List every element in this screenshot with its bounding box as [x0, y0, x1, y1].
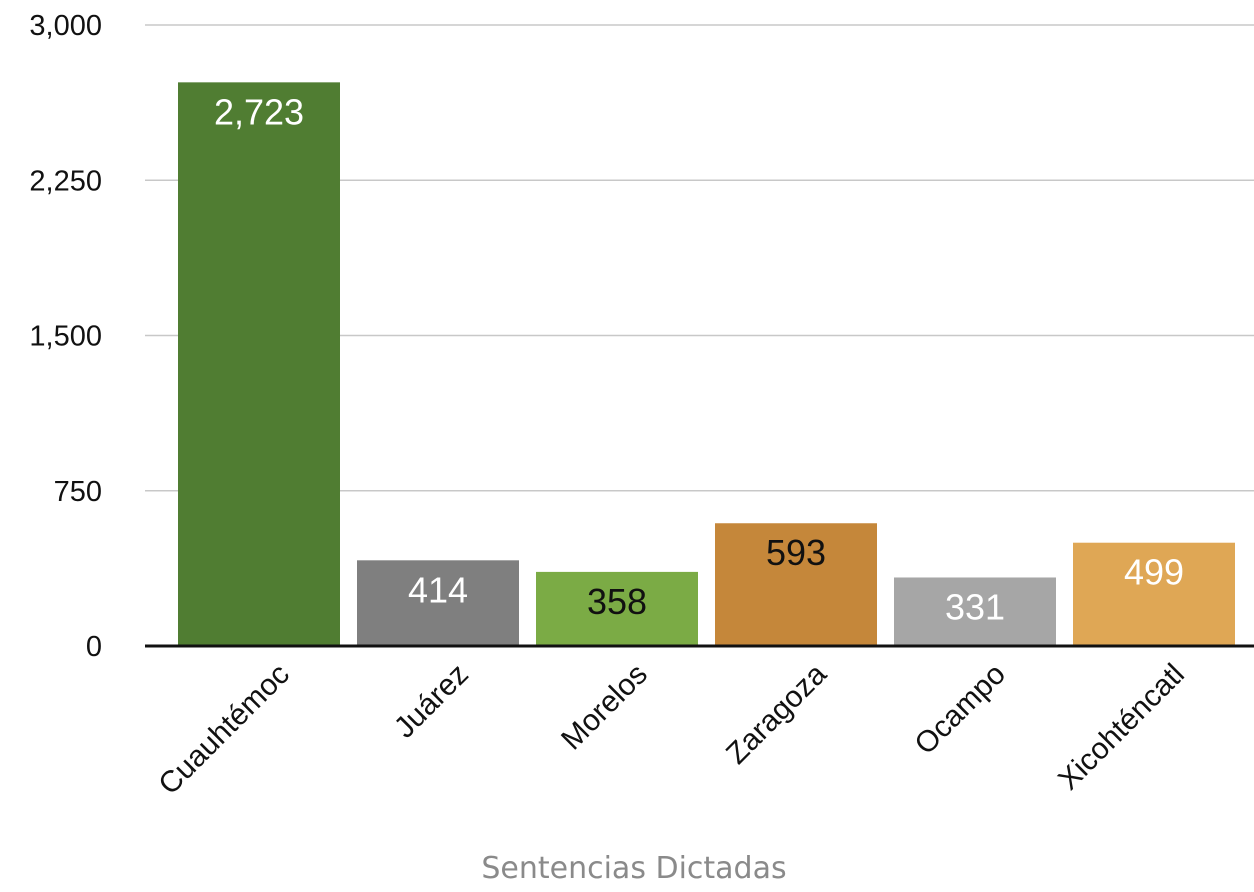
bar	[178, 82, 340, 647]
data-label: 331	[945, 586, 1005, 627]
data-label: 593	[766, 532, 826, 573]
data-label: 358	[587, 581, 647, 622]
bars	[178, 82, 1235, 647]
bar	[1073, 542, 1235, 646]
category-label: Juárez	[388, 658, 475, 745]
y-tick-label: 2,250	[29, 165, 102, 197]
y-tick-label: 0	[86, 631, 102, 663]
y-axis-tick-labels: 0 750 1,500 2,250 3,000	[29, 10, 102, 663]
y-tick-label: 3,000	[29, 10, 102, 42]
x-axis-title: Sentencias Dictadas	[481, 851, 786, 886]
data-labels: 2,723 414 358 593 331 499	[214, 91, 1184, 627]
category-label: Xicohténcatl	[1052, 658, 1191, 797]
data-label: 499	[1124, 552, 1184, 593]
data-label: 414	[408, 569, 468, 610]
bar	[894, 577, 1056, 646]
data-label: 2,723	[214, 91, 304, 132]
bar	[357, 560, 519, 646]
category-label: Cuauhtémoc	[152, 658, 296, 802]
category-label: Morelos	[555, 658, 654, 757]
category-label: Zaragoza	[720, 657, 833, 770]
x-axis-category-labels: Cuauhtémoc Juárez Morelos Zaragoza Ocampo Xic…	[152, 657, 1191, 801]
category-label: Ocampo	[908, 658, 1012, 762]
bar	[715, 523, 877, 646]
y-tick-label: 1,500	[29, 321, 102, 353]
bar	[536, 571, 698, 646]
y-tick-label: 750	[54, 476, 102, 508]
